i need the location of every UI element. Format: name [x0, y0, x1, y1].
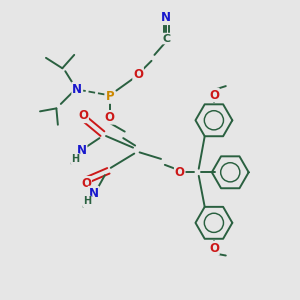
- Text: N: N: [88, 187, 98, 200]
- Text: O: O: [81, 177, 91, 190]
- Text: O: O: [133, 68, 143, 81]
- Text: H: H: [71, 154, 79, 164]
- Text: O: O: [209, 88, 219, 101]
- Text: P: P: [106, 90, 114, 103]
- Text: O: O: [78, 109, 88, 122]
- Text: O: O: [105, 111, 115, 124]
- Text: N: N: [72, 82, 82, 96]
- Text: C: C: [162, 34, 170, 44]
- Text: O: O: [209, 242, 219, 255]
- Text: O: O: [175, 166, 185, 179]
- Text: H: H: [83, 196, 91, 206]
- Text: N: N: [161, 11, 171, 24]
- Text: N: N: [76, 143, 87, 157]
